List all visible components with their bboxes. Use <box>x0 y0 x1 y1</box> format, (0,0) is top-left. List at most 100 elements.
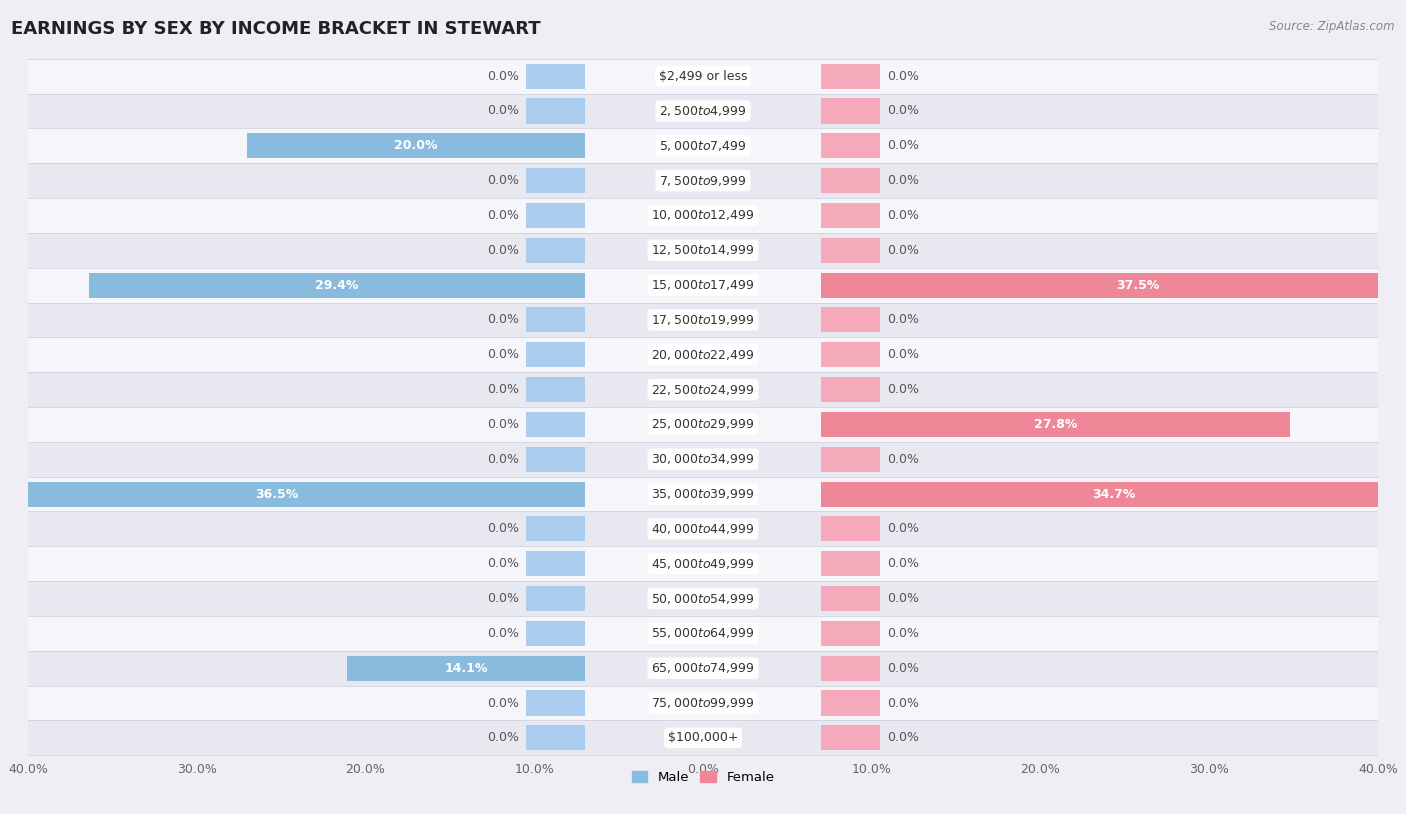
Text: $22,500 to $24,999: $22,500 to $24,999 <box>651 383 755 396</box>
Bar <box>28 546 1378 581</box>
Text: 0.0%: 0.0% <box>486 523 519 536</box>
Text: $100,000+: $100,000+ <box>668 731 738 744</box>
Bar <box>526 725 585 751</box>
Text: 0.0%: 0.0% <box>887 592 920 605</box>
Bar <box>526 690 585 716</box>
Bar <box>821 690 880 716</box>
Text: 0.0%: 0.0% <box>887 139 920 152</box>
Text: 0.0%: 0.0% <box>486 104 519 117</box>
Bar <box>821 342 880 367</box>
Text: $2,499 or less: $2,499 or less <box>659 70 747 83</box>
Bar <box>821 447 880 472</box>
Bar <box>526 342 585 367</box>
Bar <box>526 203 585 228</box>
Bar <box>526 551 585 576</box>
Text: 20.0%: 20.0% <box>395 139 437 152</box>
Bar <box>821 516 880 541</box>
Bar <box>28 233 1378 268</box>
Text: $40,000 to $44,999: $40,000 to $44,999 <box>651 522 755 536</box>
Text: 0.0%: 0.0% <box>486 209 519 222</box>
Bar <box>526 412 585 437</box>
Text: $50,000 to $54,999: $50,000 to $54,999 <box>651 592 755 606</box>
Bar <box>28 94 1378 129</box>
Bar <box>821 133 880 159</box>
Bar <box>526 168 585 193</box>
Bar <box>28 616 1378 651</box>
Text: $2,500 to $4,999: $2,500 to $4,999 <box>659 104 747 118</box>
Bar <box>28 372 1378 407</box>
Text: 0.0%: 0.0% <box>887 243 920 256</box>
Text: 0.0%: 0.0% <box>486 70 519 83</box>
Bar <box>821 655 880 681</box>
Bar <box>89 273 585 298</box>
Text: 0.0%: 0.0% <box>486 348 519 361</box>
Text: 0.0%: 0.0% <box>486 243 519 256</box>
Bar <box>28 163 1378 198</box>
Text: 0.0%: 0.0% <box>887 558 920 571</box>
Bar <box>0 482 585 506</box>
Text: 0.0%: 0.0% <box>887 662 920 675</box>
Bar <box>28 720 1378 755</box>
Bar <box>526 621 585 646</box>
Bar <box>821 586 880 611</box>
Bar <box>28 685 1378 720</box>
Text: Source: ZipAtlas.com: Source: ZipAtlas.com <box>1270 20 1395 33</box>
Bar <box>821 203 880 228</box>
Bar <box>526 377 585 402</box>
Bar <box>821 412 1291 437</box>
Text: $55,000 to $64,999: $55,000 to $64,999 <box>651 627 755 641</box>
Text: 0.0%: 0.0% <box>887 697 920 710</box>
Bar <box>526 516 585 541</box>
Text: 0.0%: 0.0% <box>486 627 519 640</box>
Text: $25,000 to $29,999: $25,000 to $29,999 <box>651 418 755 431</box>
Text: 29.4%: 29.4% <box>315 278 359 291</box>
Bar <box>821 621 880 646</box>
Text: 36.5%: 36.5% <box>256 488 298 501</box>
Bar <box>821 377 880 402</box>
Bar <box>28 407 1378 442</box>
Text: 0.0%: 0.0% <box>887 627 920 640</box>
Text: 0.0%: 0.0% <box>486 453 519 466</box>
Text: $7,500 to $9,999: $7,500 to $9,999 <box>659 173 747 187</box>
Bar <box>821 482 1406 506</box>
Bar <box>526 238 585 263</box>
Bar <box>28 442 1378 477</box>
Bar <box>526 98 585 124</box>
Bar <box>526 308 585 332</box>
Bar <box>526 63 585 89</box>
Bar <box>821 551 880 576</box>
Text: 37.5%: 37.5% <box>1116 278 1159 291</box>
Text: $75,000 to $99,999: $75,000 to $99,999 <box>651 696 755 710</box>
Text: 0.0%: 0.0% <box>887 453 920 466</box>
Bar <box>526 447 585 472</box>
Text: 0.0%: 0.0% <box>887 523 920 536</box>
Bar <box>526 586 585 611</box>
Text: $65,000 to $74,999: $65,000 to $74,999 <box>651 661 755 675</box>
Text: $5,000 to $7,499: $5,000 to $7,499 <box>659 139 747 153</box>
Bar <box>347 655 585 681</box>
Text: 0.0%: 0.0% <box>486 383 519 396</box>
Bar <box>28 303 1378 337</box>
Text: 0.0%: 0.0% <box>486 418 519 431</box>
Bar <box>821 238 880 263</box>
Bar <box>821 168 880 193</box>
Text: $45,000 to $49,999: $45,000 to $49,999 <box>651 557 755 571</box>
Bar <box>28 477 1378 511</box>
Text: $20,000 to $22,499: $20,000 to $22,499 <box>651 348 755 361</box>
Text: $35,000 to $39,999: $35,000 to $39,999 <box>651 487 755 501</box>
Bar <box>247 133 585 159</box>
Bar <box>821 98 880 124</box>
Text: 0.0%: 0.0% <box>887 70 920 83</box>
Bar <box>821 725 880 751</box>
Text: 0.0%: 0.0% <box>887 731 920 744</box>
Legend: Male, Female: Male, Female <box>626 765 780 789</box>
Text: 0.0%: 0.0% <box>887 313 920 326</box>
Text: EARNINGS BY SEX BY INCOME BRACKET IN STEWART: EARNINGS BY SEX BY INCOME BRACKET IN STE… <box>11 20 541 38</box>
Bar <box>28 581 1378 616</box>
Text: $12,500 to $14,999: $12,500 to $14,999 <box>651 243 755 257</box>
Text: $17,500 to $19,999: $17,500 to $19,999 <box>651 313 755 327</box>
Text: 27.8%: 27.8% <box>1033 418 1077 431</box>
Bar <box>28 59 1378 94</box>
Text: 34.7%: 34.7% <box>1092 488 1136 501</box>
Bar <box>821 308 880 332</box>
